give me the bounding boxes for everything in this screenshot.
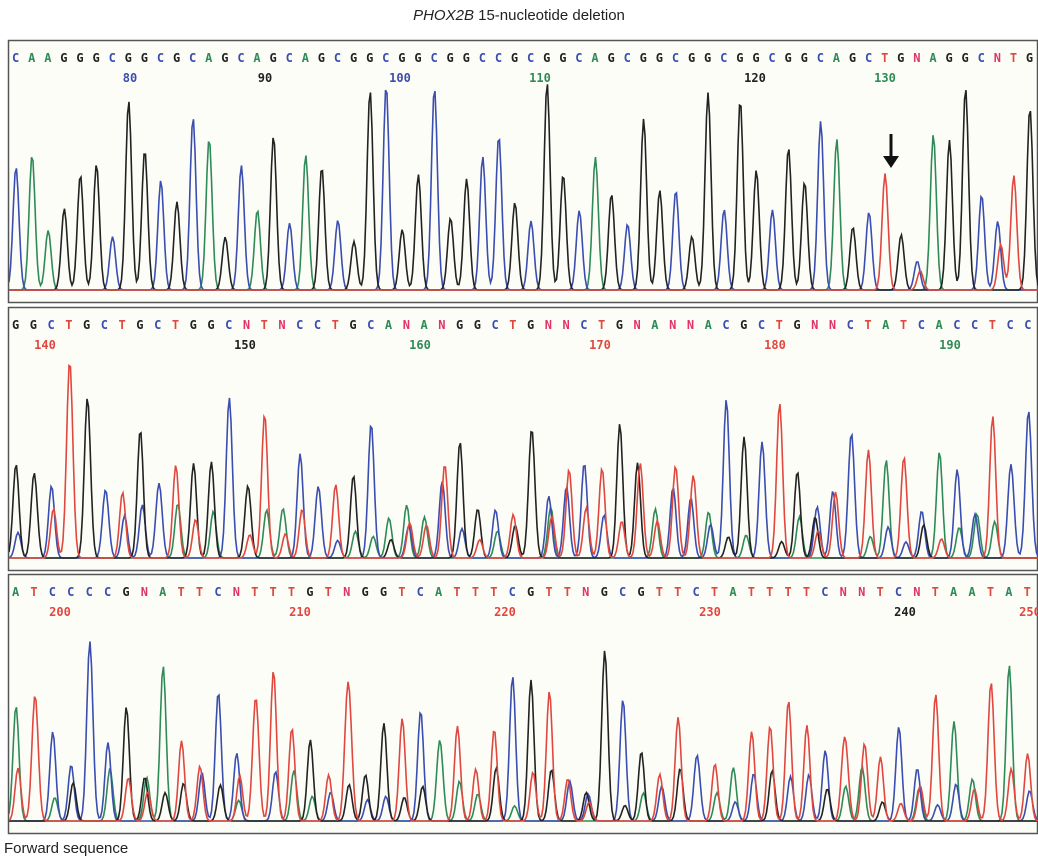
position-label: 250 xyxy=(1019,605,1038,619)
title-text: 15-nucleotide deletion xyxy=(474,7,625,24)
position-label: 120 xyxy=(744,71,766,85)
position-label: 240 xyxy=(894,605,916,619)
title-gene: PHOX2B xyxy=(413,7,474,24)
position-label: 210 xyxy=(289,605,311,619)
position-label: 100 xyxy=(389,71,411,85)
title: PHOX2B 15-nucleotide deletion xyxy=(413,7,625,24)
position-label: 80 xyxy=(123,71,137,85)
position-label: 150 xyxy=(234,338,256,352)
position-label: 130 xyxy=(874,71,896,85)
figure: PHOX2B 15-nucleotide deletion Forward se… xyxy=(0,0,1038,861)
panel-frame xyxy=(9,575,1038,834)
caption: Forward sequence xyxy=(4,840,128,857)
position-label: 140 xyxy=(34,338,56,352)
position-label: 180 xyxy=(764,338,786,352)
position-label: 170 xyxy=(589,338,611,352)
position-label: 190 xyxy=(939,338,961,352)
position-label: 160 xyxy=(409,338,431,352)
position-label: 110 xyxy=(529,71,551,85)
position-label: 90 xyxy=(258,71,272,85)
position-label: 200 xyxy=(49,605,71,619)
position-label: 230 xyxy=(699,605,721,619)
position-label: 220 xyxy=(494,605,516,619)
